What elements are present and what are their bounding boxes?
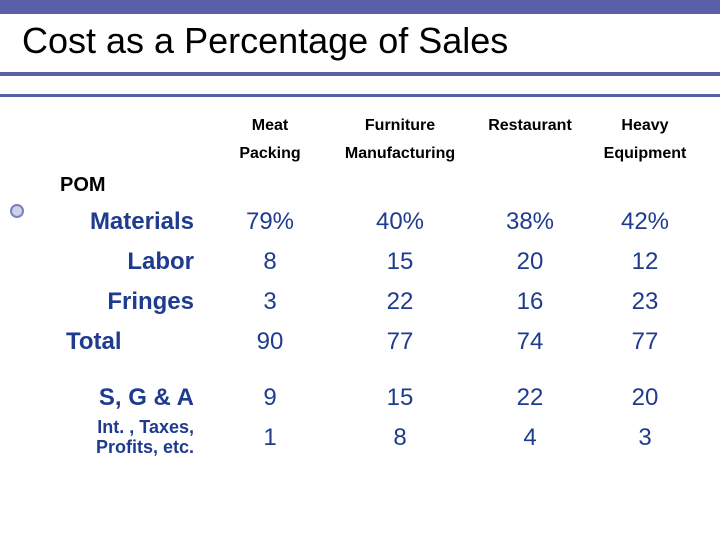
col-head-3b xyxy=(470,140,590,168)
cell: 42% xyxy=(590,202,700,242)
slide-title: Cost as a Percentage of Sales xyxy=(22,20,508,62)
cell: 20 xyxy=(470,242,590,282)
cell: 3 xyxy=(210,282,330,322)
col-head-2b: Manufacturing xyxy=(330,140,470,168)
row-label-fringes: Fringes xyxy=(60,282,210,322)
cell: 74 xyxy=(470,322,590,362)
cell: 22 xyxy=(470,378,590,418)
rule-line-1 xyxy=(0,72,720,76)
cell: 1 xyxy=(210,418,330,458)
cell: 23 xyxy=(590,282,700,322)
table-row: Int. , Taxes, Profits, etc. 1 8 4 3 xyxy=(60,418,700,458)
cell: 8 xyxy=(210,242,330,282)
col-head-3a: Restaurant xyxy=(470,112,590,140)
cell: 40% xyxy=(330,202,470,242)
cost-table: Meat Furniture Restaurant Heavy Packing … xyxy=(60,112,700,458)
cell: 22 xyxy=(330,282,470,322)
cell: 79% xyxy=(210,202,330,242)
row-label-materials: Materials xyxy=(60,202,210,242)
table-row: Fringes 3 22 16 23 xyxy=(60,282,700,322)
cell: 3 xyxy=(590,418,700,458)
col-head-4b: Equipment xyxy=(590,140,700,168)
col-head-2a: Furniture xyxy=(330,112,470,140)
table-row-total: Total 90 77 74 77 xyxy=(60,322,700,362)
section-pom-label: POM xyxy=(60,168,700,202)
table-row: S, G & A 9 15 22 20 xyxy=(60,378,700,418)
top-banner xyxy=(0,0,720,14)
cell: 15 xyxy=(330,242,470,282)
col-head-4a: Heavy xyxy=(590,112,700,140)
cell: 20 xyxy=(590,378,700,418)
col-head-1b: Packing xyxy=(210,140,330,168)
col-head-1a: Meat xyxy=(210,112,330,140)
cell: 12 xyxy=(590,242,700,282)
cell: 77 xyxy=(590,322,700,362)
table-row: Materials 79% 40% 38% 42% xyxy=(60,202,700,242)
section-pom: POM xyxy=(60,168,700,202)
table-row: Labor 8 15 20 12 xyxy=(60,242,700,282)
cell: 15 xyxy=(330,378,470,418)
cell: 77 xyxy=(330,322,470,362)
cell: 4 xyxy=(470,418,590,458)
row-label-total: Total xyxy=(60,322,210,362)
row-label-labor: Labor xyxy=(60,242,210,282)
cell: 38% xyxy=(470,202,590,242)
cell: 16 xyxy=(470,282,590,322)
table-header-row-1: Meat Furniture Restaurant Heavy xyxy=(60,112,700,140)
table-header-row-2: Packing Manufacturing Equipment xyxy=(60,140,700,168)
rule-line-2 xyxy=(0,94,720,97)
row-label-sga: S, G & A xyxy=(60,378,210,418)
bullet-icon xyxy=(10,204,24,218)
cell: 90 xyxy=(210,322,330,362)
cell: 8 xyxy=(330,418,470,458)
row-label-int-taxes: Int. , Taxes, Profits, etc. xyxy=(60,418,210,458)
cell: 9 xyxy=(210,378,330,418)
